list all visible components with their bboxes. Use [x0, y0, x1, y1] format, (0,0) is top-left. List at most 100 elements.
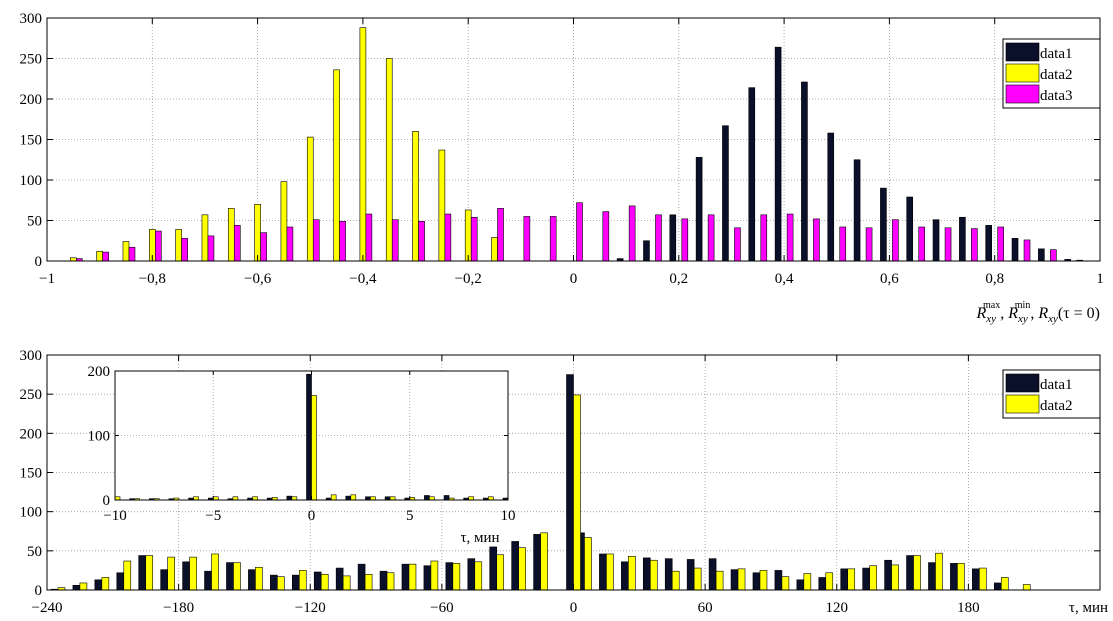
bar-data3 — [997, 226, 1005, 262]
bar-data1 — [906, 196, 914, 262]
bar-data3 — [865, 227, 873, 262]
bar-data2 — [385, 58, 393, 262]
bar-data1 — [443, 495, 450, 501]
x-tick-label: −5 — [205, 508, 221, 524]
bar-data2 — [671, 570, 680, 591]
plot-area — [47, 18, 1100, 261]
y-tick-label: 0 — [35, 254, 43, 270]
y-tick-label: 300 — [20, 11, 43, 27]
bar-data1 — [138, 555, 147, 591]
x-tick-label: 120 — [826, 600, 849, 616]
bar-data3 — [260, 232, 267, 262]
bar-data1 — [599, 553, 607, 591]
inset-x-axis-label: τ, мин — [460, 530, 499, 546]
x-tick-label: 0,8 — [985, 271, 1004, 287]
top-x-axis-label: Rxymax, Rxymin, Rxy(τ = 0) — [975, 300, 1100, 325]
bar-data2 — [145, 555, 154, 591]
bar-data2 — [280, 181, 288, 262]
bar-data1 — [248, 569, 256, 591]
bar-data1 — [345, 495, 352, 501]
bar-data3 — [839, 226, 847, 262]
bar-data1 — [818, 577, 827, 591]
bar-data3 — [418, 221, 425, 262]
bar-data3 — [339, 221, 346, 262]
bar-data2 — [496, 554, 505, 591]
bar-data3 — [813, 218, 820, 262]
bar-data3 — [576, 202, 583, 262]
bar-data1 — [291, 574, 300, 591]
top-histogram-chart: −1 −0,8 −0,6 −0,4 −0,2 0 0,2 0,4 0,6 0,8 1 0 50 100 15… — [20, 11, 1104, 287]
x-tick-label: −0,2 — [455, 271, 482, 287]
bar-data1 — [959, 216, 966, 262]
y-tick-label: 150 — [20, 466, 43, 482]
bar-data2 — [781, 576, 790, 591]
y-tick-label: 100 — [20, 505, 43, 521]
bar-data2 — [255, 566, 263, 591]
bar-data2 — [227, 208, 235, 262]
bar-data1 — [796, 579, 805, 591]
bar-data1 — [270, 574, 278, 591]
bar-data1 — [423, 565, 432, 591]
bar-data2 — [935, 552, 943, 591]
bar-data2 — [869, 565, 877, 591]
bar-data2 — [211, 553, 219, 591]
x-tick-label: −10 — [103, 508, 126, 524]
x-tick-label: 0 — [570, 271, 578, 287]
x-tick-label: 0,4 — [775, 271, 794, 287]
bar-data2 — [320, 574, 329, 591]
bar-data2 — [350, 494, 357, 501]
bar-data1 — [306, 373, 312, 501]
legend-label-data1: data1 — [1040, 377, 1072, 393]
bar-data2 — [438, 149, 446, 262]
bar-data1 — [880, 187, 887, 262]
x-tick-label: −0,8 — [139, 271, 166, 287]
bar-data3 — [628, 205, 636, 262]
bar-data2 — [201, 214, 209, 262]
bar-data2 — [254, 204, 261, 262]
x-tick-label: 0,6 — [880, 271, 899, 287]
bar-data2 — [474, 561, 483, 591]
bar-data2 — [1022, 584, 1031, 591]
bar-data3 — [286, 226, 294, 262]
bar-data2 — [540, 532, 548, 591]
bar-data2 — [1000, 577, 1009, 591]
x-tick-label: 10 — [501, 508, 516, 524]
bar-data1 — [467, 558, 476, 591]
bar-data2 — [277, 576, 285, 591]
legend-swatch-data1 — [1005, 42, 1040, 62]
bar-data1 — [840, 568, 849, 591]
bar-data3 — [655, 214, 662, 262]
bar-data1 — [827, 132, 835, 262]
bar-data2 — [408, 563, 417, 591]
bar-data3 — [312, 219, 320, 262]
bar-data1 — [1011, 238, 1019, 262]
bar-data1 — [774, 46, 782, 262]
bar-data1 — [708, 558, 717, 591]
bar-data2 — [311, 395, 317, 501]
bar-data3 — [523, 216, 531, 262]
y-tick-label: 300 — [20, 348, 43, 364]
bar-data3 — [365, 213, 373, 262]
bar-data1 — [950, 563, 958, 591]
bar-data2 — [233, 562, 241, 591]
bar-data1 — [695, 157, 703, 262]
bar-data3 — [549, 216, 557, 262]
bar-data1 — [401, 563, 410, 591]
bar-data2 — [359, 27, 367, 262]
bar-data3 — [155, 230, 162, 262]
y-tick-label: 50 — [27, 544, 42, 560]
bar-data1 — [226, 562, 234, 591]
bar-data1 — [932, 219, 940, 262]
bar-data2 — [584, 537, 592, 591]
bar-data1 — [335, 567, 344, 591]
x-tick-label: −0,4 — [349, 271, 377, 287]
bottom-histogram-chart: −240 −180 −120 −60 0 60 120 1800501001502002503… — [20, 348, 1109, 616]
bar-data3 — [207, 235, 215, 262]
bar-data2 — [573, 394, 581, 591]
bar-data3 — [181, 238, 188, 262]
bar-data2 — [891, 564, 899, 591]
bottom-x-axis-label: τ, мин — [1069, 600, 1108, 616]
bar-data2 — [430, 560, 439, 591]
bar-data3 — [944, 227, 952, 262]
bar-data2 — [123, 560, 132, 591]
